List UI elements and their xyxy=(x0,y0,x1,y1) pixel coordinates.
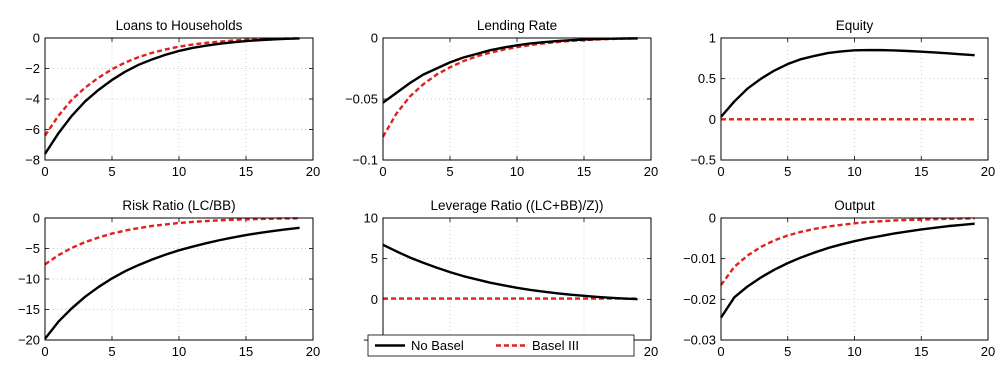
series-line-no-basel xyxy=(44,226,300,340)
y-tick-label: 0 xyxy=(33,31,40,46)
y-tick-label: 5 xyxy=(371,251,378,266)
series-line-basel-iii xyxy=(381,37,638,138)
subplot-title: Leverage Ratio ((LC+BB)/Z)) xyxy=(431,198,604,213)
x-tick-label: 5 xyxy=(784,344,791,359)
y-tick-label: 0 xyxy=(371,31,378,46)
y-tick-label: −8 xyxy=(25,153,40,168)
x-tick-label: 15 xyxy=(914,164,928,179)
x-tick-label: 5 xyxy=(784,164,791,179)
y-tick-label: −4 xyxy=(25,92,40,107)
y-tick-label: −0.05 xyxy=(345,92,378,107)
x-tick-label: 10 xyxy=(847,344,861,359)
series-line-basel-iii xyxy=(720,217,975,286)
subplot-2: Lending Rate 0 5 10 15 20 0 −0.05 −0.1 xyxy=(345,18,658,179)
x-tick-label: 10 xyxy=(510,164,524,179)
y-tick-label: −5 xyxy=(25,241,40,256)
axes-frame xyxy=(720,217,989,341)
x-tick-label: 0 xyxy=(717,164,724,179)
subplot-title: Risk Ratio (LC/BB) xyxy=(122,198,235,213)
subplot-6: Output 0 5 10 15 20 0 −0.01 −0.02 −0.03 xyxy=(683,198,995,359)
y-tick-label: −15 xyxy=(18,302,40,317)
series-line-basel-iii xyxy=(44,217,300,266)
x-tick-label: 15 xyxy=(239,344,253,359)
series-line-basel-iii xyxy=(44,37,300,137)
y-tick-label: −0.02 xyxy=(683,292,716,307)
subplot-title: Output xyxy=(834,198,875,213)
x-tick-label: 20 xyxy=(306,344,320,359)
axes-frame xyxy=(44,37,314,161)
y-tick-label: −6 xyxy=(25,122,40,137)
y-tick-label: −2 xyxy=(25,61,40,76)
x-tick-label: 15 xyxy=(239,164,253,179)
x-tick-label: 10 xyxy=(847,164,861,179)
x-tick-label: 20 xyxy=(644,344,658,359)
y-tick-label: 1 xyxy=(709,31,716,46)
legend-label-basel-iii: Basel III xyxy=(532,338,579,353)
series-line-no-basel xyxy=(719,222,975,319)
axes-frame xyxy=(720,37,989,161)
y-tick-label: 0 xyxy=(709,211,716,226)
x-tick-label: 5 xyxy=(446,164,453,179)
x-tick-label: 20 xyxy=(981,344,995,359)
series-line-no-basel xyxy=(43,37,300,155)
y-tick-label: −0.01 xyxy=(683,251,716,266)
subplot-title: Equity xyxy=(836,18,874,33)
subplot-title: Loans to Households xyxy=(116,18,243,33)
axes-frame xyxy=(44,217,314,341)
x-tick-label: 10 xyxy=(172,164,186,179)
series-line-no-basel xyxy=(720,48,975,118)
x-tick-label: 0 xyxy=(41,344,48,359)
series-line-no-basel xyxy=(382,37,638,104)
y-tick-label: 0 xyxy=(709,112,716,127)
x-tick-label: 0 xyxy=(379,164,386,179)
y-tick-label: 0 xyxy=(33,211,40,226)
x-tick-label: 5 xyxy=(108,164,115,179)
x-tick-label: 0 xyxy=(717,344,724,359)
y-tick-label: −0.1 xyxy=(352,153,378,168)
x-tick-label: 15 xyxy=(577,164,591,179)
subplot-title: Lending Rate xyxy=(477,18,557,33)
legend: No Basel Basel III xyxy=(367,334,635,357)
subplot-1: Loans to Households 0 5 10 15 20 0 −2 −4 −6 −8 xyxy=(25,18,320,179)
y-tick-label: 10 xyxy=(364,211,378,226)
x-tick-label: 0 xyxy=(41,164,48,179)
legend-label-no-basel: No Basel xyxy=(411,338,464,353)
x-tick-label: 20 xyxy=(644,164,658,179)
x-tick-label: 20 xyxy=(306,164,320,179)
x-tick-label: 5 xyxy=(108,344,115,359)
x-tick-label: 20 xyxy=(981,164,995,179)
y-tick-label: 0.5 xyxy=(698,71,716,86)
y-tick-label: −0.5 xyxy=(690,153,716,168)
series-line-no-basel xyxy=(382,243,638,301)
y-tick-label: −20 xyxy=(18,333,40,348)
axes-frame xyxy=(382,37,652,161)
y-tick-label: −0.03 xyxy=(683,333,716,348)
x-tick-label: 10 xyxy=(172,344,186,359)
y-tick-label: −10 xyxy=(18,272,40,287)
subplot-4: Risk Ratio (LC/BB) 0 5 10 15 20 0 −5 −10 −15 −20 xyxy=(18,198,320,359)
y-tick-label: 0 xyxy=(371,292,378,307)
x-tick-label: 15 xyxy=(914,344,928,359)
